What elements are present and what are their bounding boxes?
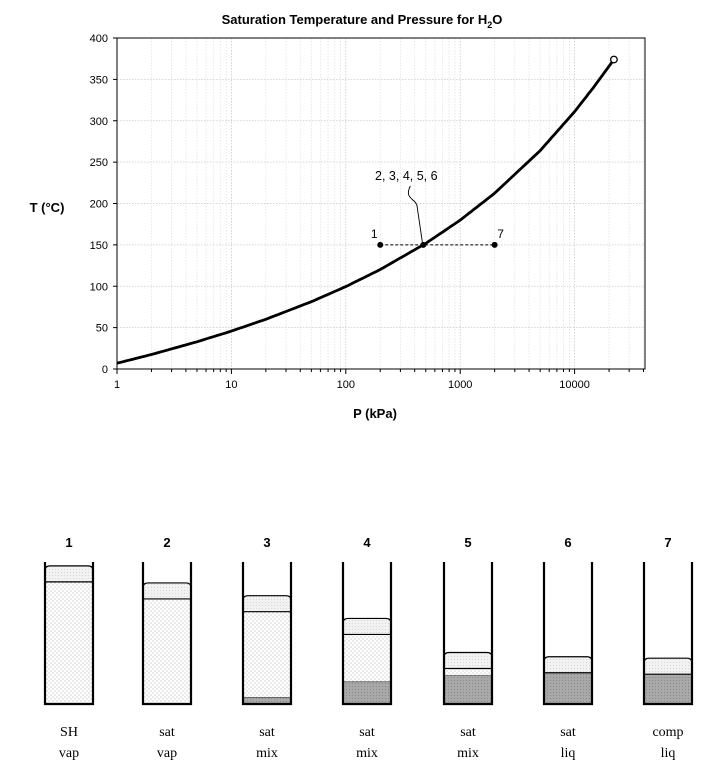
- cylinder-1: 1 SH vap: [43, 535, 95, 761]
- cylinder-4: 4 sat mix: [341, 535, 393, 761]
- cylinder-number: 2: [163, 535, 170, 550]
- liquid-region: [243, 697, 291, 704]
- cylinder-wall: [241, 562, 293, 706]
- liquid-region: [544, 672, 592, 704]
- piston: [242, 595, 292, 613]
- chart-title-subscript: 2: [487, 20, 492, 30]
- cylinder-6: 6 sat liq: [542, 535, 594, 761]
- state-point-marker: [491, 241, 498, 248]
- cylinder-number: 3: [263, 535, 270, 550]
- grid-lines: [116, 37, 645, 370]
- cylinder-wall: [43, 562, 95, 706]
- x-axis-label: P (kPa): [353, 406, 397, 421]
- vapor-region: [243, 611, 291, 698]
- piston: [643, 657, 693, 675]
- vapor-region: [444, 668, 492, 676]
- state-label-line1: sat: [460, 725, 476, 740]
- state-label-line2: mix: [356, 746, 378, 761]
- critical-point-marker: [609, 55, 618, 64]
- y-tick-label: 350: [90, 74, 108, 86]
- liquid-region: [644, 674, 692, 704]
- vapor-region: [343, 634, 391, 682]
- y-tick-label: 250: [90, 157, 108, 169]
- saturation-chart: Saturation Temperature and Pressure for …: [30, 12, 646, 421]
- cylinder-number: 4: [363, 535, 371, 550]
- cylinder-3: 3 sat mix: [241, 535, 293, 761]
- vapor-region: [143, 598, 191, 704]
- state-label-line1: sat: [259, 725, 275, 740]
- state-label-line2: mix: [457, 746, 479, 761]
- cylinder-wall: [141, 562, 193, 706]
- piston: [44, 565, 94, 583]
- x-tick-label: 1: [114, 379, 120, 391]
- state-label-line1: sat: [359, 725, 375, 740]
- piston: [342, 617, 392, 636]
- x-tick-label: 10: [225, 379, 237, 391]
- annotation-leader: [408, 185, 423, 242]
- vapor-region: [45, 581, 93, 704]
- liquid-region: [444, 675, 492, 704]
- x-tick-label: 10000: [559, 379, 590, 391]
- piston: [443, 651, 493, 670]
- piston-cylinder-diagram: 1 SH vap 2 sat vap 3 sat mix 4 sat mix 5 sat mix 6 sat li…: [43, 535, 694, 761]
- cylinder-number: 7: [664, 535, 671, 550]
- y-tick-label: 100: [90, 281, 108, 293]
- group-annotation: 2, 3, 4, 5, 6: [375, 169, 438, 183]
- state-label-line1: comp: [652, 725, 683, 740]
- y-tick-label: 200: [90, 199, 108, 211]
- state-label-line2: liq: [561, 746, 576, 761]
- cylinder-wall: [642, 562, 694, 706]
- y-tick-label: 400: [90, 33, 108, 45]
- cylinder-2: 2 sat vap: [141, 535, 193, 761]
- cylinder-7: 7 comp liq: [642, 535, 694, 761]
- y-tick-label: 150: [90, 240, 108, 252]
- cylinder-number: 6: [564, 535, 571, 550]
- liquid-region: [343, 681, 391, 704]
- y-tick-label: 50: [96, 323, 108, 335]
- state-label-line2: mix: [256, 746, 278, 761]
- state-label-line2: liq: [661, 746, 676, 761]
- state-label-line2: vap: [59, 746, 79, 761]
- state-point-marker: [420, 241, 427, 248]
- piston: [543, 656, 593, 674]
- state-point-marker: [377, 241, 384, 248]
- y-tick-label: 300: [90, 116, 108, 128]
- cylinder-wall: [442, 562, 494, 706]
- x-tick-label: 1000: [448, 379, 472, 391]
- piston: [142, 582, 192, 600]
- chart-title: Saturation Temperature and Pressure for …: [222, 12, 503, 30]
- cylinder-wall: [341, 562, 393, 706]
- state-label-line1: sat: [159, 725, 175, 740]
- y-tick-label: 0: [102, 364, 108, 376]
- cylinder-5: 5 sat mix: [442, 535, 494, 761]
- cylinder-wall: [542, 562, 594, 706]
- saturation-curve: [117, 58, 616, 365]
- state-point-label: 1: [371, 227, 378, 241]
- x-tick-label: 100: [337, 379, 355, 391]
- axis-ticks: 0 50 100 150 200 250 300 350 400 1 10 100 1000 10000: [90, 33, 644, 391]
- state-label-line1: sat: [560, 725, 576, 740]
- y-axis-label: T (°C): [30, 200, 65, 215]
- cylinder-number: 1: [65, 535, 72, 550]
- cylinder-number: 5: [464, 535, 471, 550]
- state-label-line1: SH: [60, 725, 78, 740]
- state-point-label: 7: [497, 227, 504, 241]
- state-label-line2: vap: [157, 746, 177, 761]
